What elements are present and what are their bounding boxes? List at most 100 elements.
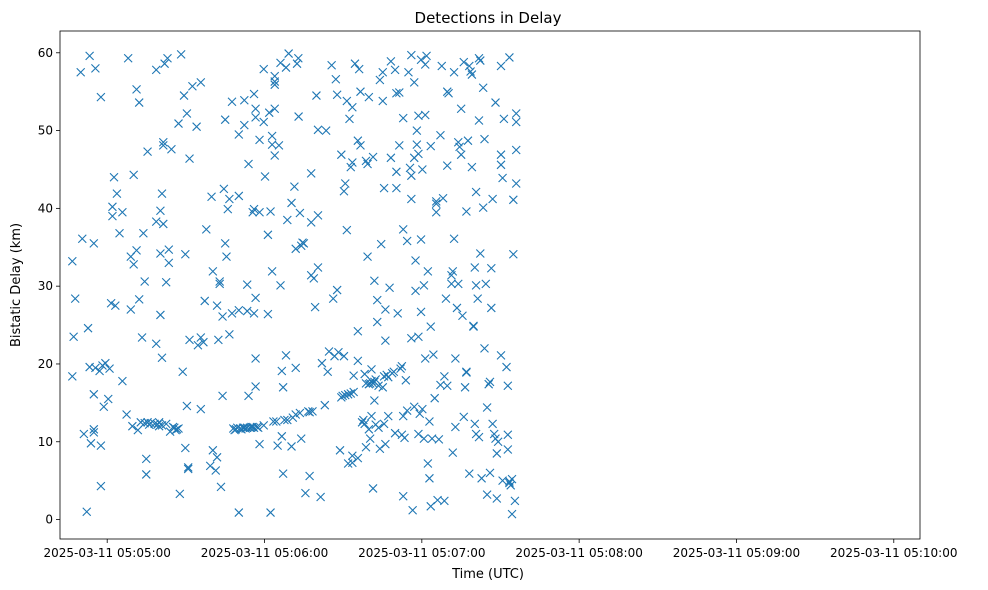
data-point-173 [260,172,270,181]
data-point-74 [158,219,168,229]
data-point-214 [295,408,305,418]
data-point-231 [313,210,323,220]
data-point-416 [460,382,470,392]
data-point-411 [456,104,466,114]
data-point-272 [354,64,364,74]
data-point-304 [375,75,385,85]
data-point-282 [363,252,372,261]
data-point-331 [394,140,404,150]
data-point-163 [251,382,260,391]
data-point-210 [292,59,302,69]
data-point-99 [185,154,194,163]
data-point-344 [405,163,415,173]
data-point-369 [420,60,430,69]
data-point-291 [367,411,376,421]
data-point-80 [164,258,174,268]
data-point-49 [137,333,147,342]
data-point-150 [244,159,253,169]
data-point-275 [357,417,367,427]
data-point-479 [510,496,520,506]
data-point-100 [185,335,194,345]
data-point-320 [386,56,396,66]
data-point-297 [369,276,379,286]
data-point-68 [156,249,165,258]
x-tick-label-2: 2025-03-11 05:07:00 [358,546,485,560]
data-point-20 [96,441,106,451]
data-point-247 [336,150,346,160]
data-point-125 [220,115,230,125]
data-point-419 [462,367,471,377]
data-point-396 [442,161,452,170]
data-point-481 [511,117,521,127]
data-point-373 [423,266,433,276]
x-tick-label-1: 2025-03-11 05:06:00 [201,546,328,560]
data-point-294 [368,484,378,493]
data-point-426 [469,321,478,331]
data-point-482 [511,145,521,155]
data-point-323 [389,367,399,377]
data-point-425 [467,162,477,172]
data-point-101 [188,81,197,91]
data-point-407 [452,303,462,313]
data-point-32 [112,189,122,198]
data-point-156 [249,89,259,99]
data-point-350 [409,77,419,87]
data-point-60 [151,65,161,75]
data-point-35 [118,376,127,386]
data-point-281 [361,379,371,388]
data-point-430 [471,187,481,197]
data-point-110 [205,461,215,471]
data-point-439 [477,473,486,483]
data-point-196 [278,469,288,479]
data-point-28 [108,202,117,212]
data-point-284 [364,92,374,102]
data-point-126 [222,252,231,261]
data-point-378 [426,322,436,332]
data-point-228 [310,302,320,312]
data-point-317 [383,411,393,421]
data-point-329 [393,309,403,318]
data-point-353 [411,256,420,265]
data-point-405 [451,354,460,363]
data-point-227 [309,273,319,283]
data-point-403 [449,67,459,77]
data-point-462 [496,160,506,170]
data-point-300 [372,295,382,305]
data-point-340 [401,375,411,385]
data-point-391 [438,193,448,203]
data-point-19 [96,92,106,102]
data-point-203 [287,198,296,208]
data-point-414 [459,57,469,67]
data-point-97 [183,463,193,472]
data-point-94 [180,443,190,453]
data-point-250 [339,186,349,196]
data-point-472 [505,478,514,488]
data-point-277 [360,419,370,429]
data-point-0 [67,256,77,266]
x-axis: 2025-03-11 05:05:00 2025-03-11 05:06:00 20… [43,539,958,560]
data-point-330 [394,88,404,97]
data-point-88 [174,424,183,433]
data-point-345 [406,50,416,60]
data-point-201 [282,415,292,425]
data-point-149 [242,306,252,316]
data-point-24 [100,358,110,368]
data-point-204 [287,442,296,451]
data-point-118 [215,277,225,286]
data-point-307 [378,67,388,77]
data-point-461 [496,150,506,160]
data-point-421 [464,61,474,71]
data-point-4 [76,67,86,77]
data-point-314 [380,336,390,346]
data-point-264 [347,458,357,468]
y-tick-label-6: 60 [38,46,53,60]
data-point-302 [374,423,383,433]
data-point-463 [496,351,506,360]
data-point-23 [99,402,109,412]
data-point-47 [134,295,144,304]
data-point-86 [172,424,182,434]
data-point-372 [422,51,431,61]
data-point-9 [85,51,95,61]
y-axis: 0 10 20 30 40 50 60 [38,46,60,527]
data-point-449 [485,468,495,478]
